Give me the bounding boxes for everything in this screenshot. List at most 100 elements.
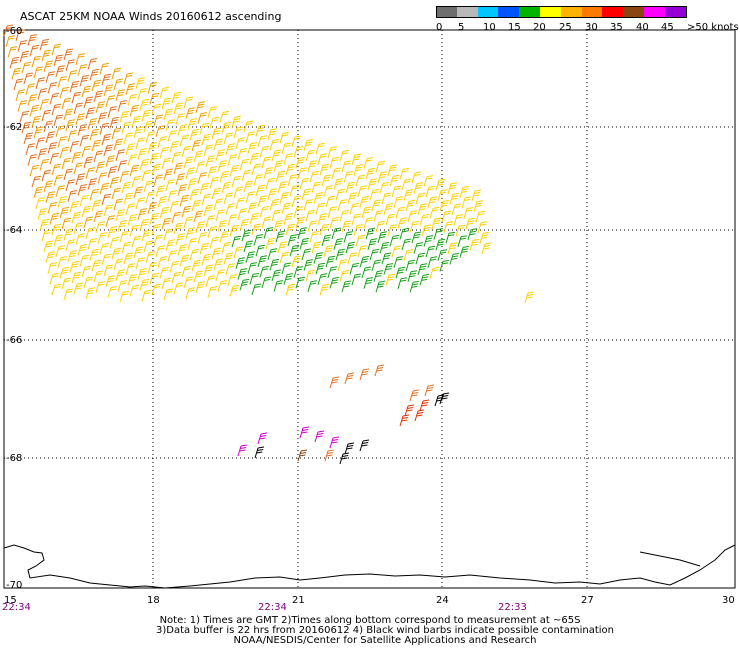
wind-barb: [17, 40, 28, 52]
wind-barb: [49, 152, 60, 165]
wind-barb: [21, 61, 32, 74]
wind-barb: [59, 206, 70, 219]
wind-barb: [197, 172, 208, 184]
wind-barb: [101, 193, 112, 206]
wind-barb: [159, 146, 170, 159]
wind-barb: [89, 188, 100, 201]
wind-barb: [293, 266, 304, 278]
wind-barb: [81, 265, 92, 278]
wind-barb: [367, 238, 378, 250]
wind-barb: [7, 46, 18, 58]
wind-barb: [317, 153, 328, 165]
wind-barb: [53, 114, 64, 127]
wind-barb: [85, 287, 96, 299]
wind-barb: [459, 245, 470, 258]
wind-barb: [35, 137, 46, 149]
wind-barb: [3, 24, 14, 37]
wind-barb: [141, 169, 152, 182]
wind-barb: [197, 112, 208, 124]
wind-barb: [321, 234, 332, 247]
wind-barb: [275, 230, 286, 243]
wind-barb: [169, 140, 180, 153]
wind-barb: [281, 142, 292, 155]
wind-barb: [159, 206, 170, 219]
wind-barb: [351, 213, 362, 226]
wind-barb: [351, 273, 362, 286]
wind-barb: [127, 154, 138, 166]
wind-barb: [271, 209, 282, 222]
wind-barb: [101, 133, 112, 146]
lon-label: 15: [4, 595, 17, 606]
wind-barb: [459, 185, 470, 198]
wind-barb: [163, 228, 174, 241]
wind-barb: [401, 178, 412, 191]
wind-barb: [369, 248, 380, 261]
wind-barb: [345, 181, 356, 194]
wind-barb: [41, 109, 52, 122]
wind-barb: [283, 153, 294, 165]
wind-barb: [19, 110, 30, 123]
wind-barb: [59, 146, 70, 159]
wind-barb: [343, 171, 354, 183]
wind-barb: [165, 119, 176, 131]
wind-barb: [69, 80, 80, 93]
wind-barb: [257, 135, 268, 147]
note-line: Note: 1) Times are GMT 2)Times along bot…: [159, 615, 581, 626]
wind-barb: [287, 234, 298, 246]
wind-barb: [33, 186, 44, 199]
wind-barb: [355, 174, 366, 187]
wind-barb: [155, 185, 166, 197]
wind-barb: [273, 280, 284, 292]
wind-barb: [269, 258, 280, 271]
wind-barb: [237, 268, 248, 280]
wind-barb: [199, 242, 210, 255]
wind-barb: [473, 200, 484, 212]
wind-barb: [411, 231, 422, 244]
wind-barb: [237, 148, 248, 160]
wind-barb: [377, 171, 388, 183]
wind-barb: [151, 283, 162, 296]
wind-barb: [363, 277, 374, 289]
wind-barb: [149, 272, 160, 285]
wind-barb: [231, 175, 242, 188]
wind-barb: [117, 100, 128, 112]
wind-barb: [391, 245, 402, 258]
wind-barb: [363, 157, 374, 169]
wind-barb: [283, 213, 294, 225]
wind-barb: [203, 144, 214, 157]
wind-barb: [243, 240, 254, 253]
wind-barb: [67, 70, 78, 82]
wind-barb: [61, 97, 72, 110]
legend-label: >50 knots: [687, 22, 739, 33]
wind-barb: [163, 168, 174, 181]
wind-barb: [119, 170, 130, 183]
wind-barb: [13, 78, 24, 91]
wind-barb: [223, 132, 234, 145]
wind-barb: [337, 259, 348, 271]
wind-barb: [277, 241, 288, 253]
wind-barb: [291, 135, 302, 148]
wind-barb: [65, 119, 76, 131]
map-title: ASCAT 25KM NOAA Winds 20160612 ascending: [20, 10, 282, 23]
wind-barb: [335, 188, 346, 201]
wind-barb: [439, 199, 450, 212]
wind-barb: [57, 136, 68, 148]
wind-barb: [447, 242, 458, 254]
wind-barb: [19, 50, 30, 63]
wind-barb: [381, 192, 392, 205]
wind-barb: [169, 200, 180, 213]
wind-barb: [463, 207, 474, 219]
wind-barb: [65, 239, 76, 251]
wind-barb: [213, 258, 224, 271]
wind-barb: [157, 136, 168, 148]
wind-barb: [87, 238, 98, 250]
wind-barb: [249, 152, 260, 165]
wind-barb: [344, 372, 355, 385]
wind-barb: [115, 149, 126, 161]
wind-barbs: [3, 24, 535, 465]
wind-barb: [315, 262, 326, 275]
wind-barb: [479, 231, 490, 244]
wind-barb: [437, 249, 448, 261]
wind-barb: [63, 168, 74, 181]
wind-barb: [85, 107, 96, 119]
